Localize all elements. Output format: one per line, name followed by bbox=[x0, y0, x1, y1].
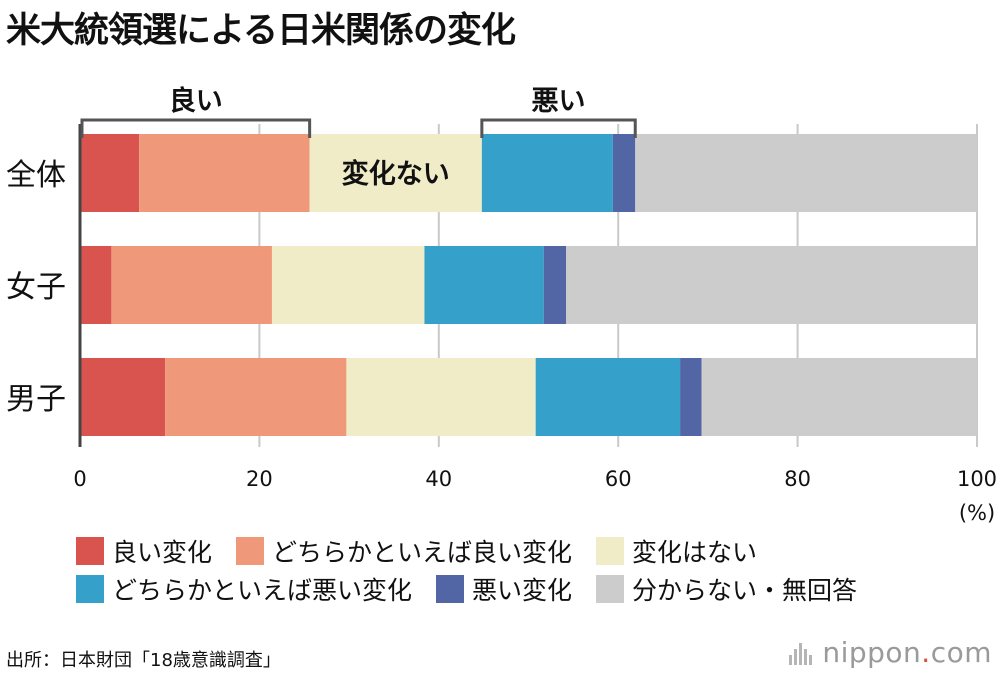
good-bracket-label: 良い bbox=[169, 85, 223, 117]
bar-2-0 bbox=[80, 358, 166, 436]
legend-label-somewhat-good: どちらかといえば良い変化 bbox=[272, 538, 573, 567]
bad-bracket-label: 悪い bbox=[532, 86, 586, 117]
bar-1-1 bbox=[111, 246, 272, 324]
bar-0-2 bbox=[309, 134, 482, 212]
bar-2-4 bbox=[680, 358, 702, 436]
no-change-inbar-label: 変化ない bbox=[342, 158, 450, 190]
bar-1-4 bbox=[543, 246, 567, 324]
legend-swatch-somewhat-bad bbox=[76, 575, 104, 603]
legend-label-somewhat-bad: どちらかといえば悪い変化 bbox=[112, 576, 413, 605]
x-tick-label-4: 80 bbox=[784, 467, 811, 491]
logo-bars-icon bbox=[789, 641, 814, 665]
nippon-logo: nippon. com bbox=[789, 636, 992, 669]
bar-2-3 bbox=[535, 358, 681, 436]
legend-swatch-unknown bbox=[596, 575, 625, 603]
legend-item-bad: 悪い変化 bbox=[436, 571, 572, 607]
bar-2-5 bbox=[701, 358, 977, 436]
bar-2-2 bbox=[346, 358, 536, 436]
legend-item-no-change: 変化はない bbox=[596, 533, 757, 569]
x-unit-label: (%) bbox=[959, 501, 995, 525]
x-tick-label-5: 100 bbox=[957, 467, 997, 491]
bar-0-0 bbox=[80, 134, 140, 212]
legend-item-unknown: 分からない・無回答 bbox=[596, 571, 857, 607]
logo-text-main: nippon bbox=[822, 636, 922, 669]
bar-1-0 bbox=[80, 246, 112, 324]
legend-label-unknown: 分からない・無回答 bbox=[632, 576, 858, 605]
bar-0-3 bbox=[481, 134, 613, 212]
legend-swatch-good bbox=[76, 537, 104, 565]
legend-label-bad: 悪い変化 bbox=[472, 576, 573, 605]
good-bracket bbox=[80, 118, 312, 138]
x-tick-label-2: 40 bbox=[425, 467, 452, 491]
legend-label-good: 良い変化 bbox=[112, 538, 213, 567]
source-note: 出所：日本財団「18歳意識調査」 bbox=[6, 650, 281, 671]
bad-bracket bbox=[480, 118, 637, 138]
x-tick-label-1: 20 bbox=[246, 467, 273, 491]
legend-item-good: 良い変化 bbox=[76, 533, 212, 569]
legend-swatch-somewhat-good bbox=[236, 537, 265, 565]
bar-0-4 bbox=[612, 134, 636, 212]
bar-0-5 bbox=[635, 134, 977, 212]
chart-title: 米大統領選による日米関係の変化 bbox=[6, 11, 516, 51]
legend-swatch-no-change bbox=[596, 537, 625, 565]
bar-1-2 bbox=[271, 246, 425, 324]
legend: 良い変化 どちらかといえば良い変化 変化はない どちらかといえば悪い変化 悪い変… bbox=[76, 532, 996, 608]
bar-2-1 bbox=[165, 358, 347, 436]
logo-text-tail: com bbox=[930, 636, 992, 669]
category-label-0: 全体 bbox=[6, 158, 66, 193]
legend-row-2: どちらかといえば悪い変化 悪い変化 分からない・無回答 bbox=[76, 570, 996, 608]
legend-item-somewhat-good: どちらかといえば良い変化 bbox=[236, 533, 572, 569]
category-label-2: 男子 bbox=[6, 382, 66, 417]
category-label-1: 女子 bbox=[6, 270, 66, 305]
bar-1-3 bbox=[424, 246, 544, 324]
logo-text-dot: . bbox=[921, 636, 931, 669]
bar-1-5 bbox=[566, 246, 977, 324]
legend-swatch-bad bbox=[436, 575, 465, 603]
x-tick-label-3: 60 bbox=[605, 467, 632, 491]
legend-row-1: 良い変化 どちらかといえば良い変化 変化はない bbox=[76, 532, 996, 570]
legend-item-somewhat-bad: どちらかといえば悪い変化 bbox=[76, 571, 412, 607]
legend-label-no-change: 変化はない bbox=[632, 538, 758, 567]
x-tick-label-0: 0 bbox=[73, 467, 86, 491]
bar-0-1 bbox=[139, 134, 310, 212]
